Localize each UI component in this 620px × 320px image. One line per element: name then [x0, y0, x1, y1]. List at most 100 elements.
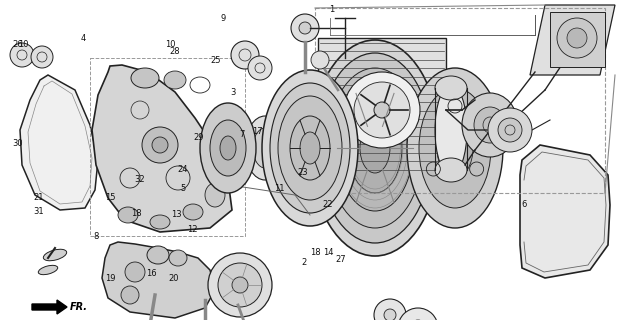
Ellipse shape — [419, 88, 491, 208]
Ellipse shape — [311, 51, 329, 69]
Ellipse shape — [300, 132, 320, 164]
Ellipse shape — [447, 135, 463, 161]
Ellipse shape — [248, 56, 272, 80]
Text: 19: 19 — [105, 274, 115, 283]
Ellipse shape — [131, 68, 159, 88]
Ellipse shape — [31, 46, 53, 68]
Text: 18: 18 — [309, 248, 321, 257]
Ellipse shape — [118, 207, 138, 223]
Text: 2: 2 — [301, 258, 306, 267]
Ellipse shape — [142, 127, 178, 163]
Ellipse shape — [147, 246, 169, 264]
Bar — [90, 58, 245, 236]
Text: 20: 20 — [169, 274, 179, 283]
Text: 11: 11 — [274, 184, 284, 193]
Text: 9: 9 — [221, 14, 226, 23]
Text: 28: 28 — [169, 47, 180, 56]
Ellipse shape — [253, 128, 277, 168]
Ellipse shape — [435, 85, 467, 175]
Ellipse shape — [152, 137, 168, 153]
Text: 27: 27 — [335, 255, 347, 264]
Ellipse shape — [200, 103, 256, 193]
Ellipse shape — [169, 250, 187, 266]
Ellipse shape — [183, 204, 203, 220]
Ellipse shape — [220, 136, 236, 160]
Polygon shape — [92, 65, 232, 232]
Ellipse shape — [164, 71, 186, 89]
Ellipse shape — [374, 299, 406, 320]
Ellipse shape — [474, 107, 506, 143]
Text: 17: 17 — [252, 127, 263, 136]
Text: 32: 32 — [134, 175, 145, 184]
Text: 23: 23 — [297, 168, 308, 177]
Ellipse shape — [337, 85, 413, 211]
Text: 14: 14 — [324, 248, 334, 257]
Text: 15: 15 — [105, 193, 115, 202]
Ellipse shape — [262, 70, 358, 226]
Text: 13: 13 — [171, 210, 182, 219]
Ellipse shape — [150, 215, 170, 229]
Ellipse shape — [299, 22, 311, 34]
Text: 21: 21 — [33, 193, 43, 202]
Text: 12: 12 — [187, 225, 197, 234]
Polygon shape — [102, 242, 215, 318]
Text: 1: 1 — [329, 5, 334, 14]
Text: 5: 5 — [180, 184, 185, 193]
Polygon shape — [530, 5, 615, 75]
Ellipse shape — [327, 68, 423, 228]
Ellipse shape — [498, 118, 522, 142]
Text: 10: 10 — [19, 40, 29, 49]
Ellipse shape — [245, 116, 285, 180]
Text: 7: 7 — [239, 130, 244, 139]
Text: 16: 16 — [146, 269, 157, 278]
Text: 3: 3 — [230, 88, 235, 97]
Ellipse shape — [125, 262, 145, 282]
Text: 4: 4 — [81, 34, 86, 43]
Ellipse shape — [290, 116, 330, 180]
Ellipse shape — [208, 130, 232, 170]
Ellipse shape — [38, 265, 58, 275]
Ellipse shape — [435, 76, 467, 100]
Ellipse shape — [270, 83, 350, 213]
Ellipse shape — [344, 72, 420, 148]
Text: 30: 30 — [12, 139, 23, 148]
Ellipse shape — [374, 102, 390, 118]
Text: 8: 8 — [94, 232, 99, 241]
Ellipse shape — [310, 40, 440, 256]
Bar — [550, 12, 605, 67]
Text: 24: 24 — [178, 165, 188, 174]
Ellipse shape — [278, 96, 342, 200]
Ellipse shape — [205, 183, 225, 207]
Ellipse shape — [407, 68, 503, 228]
Text: 18: 18 — [131, 209, 142, 218]
Ellipse shape — [10, 43, 34, 67]
Text: 29: 29 — [193, 133, 203, 142]
Text: 31: 31 — [33, 207, 44, 216]
Text: 25: 25 — [211, 56, 221, 65]
Ellipse shape — [435, 158, 467, 182]
Ellipse shape — [43, 249, 67, 261]
Bar — [318, 38, 446, 183]
Text: 26: 26 — [12, 40, 23, 49]
Ellipse shape — [360, 123, 390, 173]
Ellipse shape — [437, 118, 473, 178]
Polygon shape — [520, 145, 610, 278]
Ellipse shape — [384, 309, 396, 320]
Ellipse shape — [557, 18, 597, 58]
Text: 22: 22 — [322, 200, 332, 209]
Ellipse shape — [231, 41, 259, 69]
Ellipse shape — [462, 93, 518, 157]
Polygon shape — [20, 75, 98, 210]
Text: FR.: FR. — [70, 302, 88, 312]
Ellipse shape — [218, 263, 262, 307]
Ellipse shape — [318, 53, 432, 243]
Ellipse shape — [348, 103, 402, 193]
Ellipse shape — [232, 277, 248, 293]
Ellipse shape — [291, 14, 319, 42]
Ellipse shape — [121, 286, 139, 304]
Ellipse shape — [208, 253, 272, 317]
Ellipse shape — [210, 120, 246, 176]
Bar — [315, 8, 605, 193]
Ellipse shape — [488, 108, 532, 152]
Ellipse shape — [567, 28, 587, 48]
